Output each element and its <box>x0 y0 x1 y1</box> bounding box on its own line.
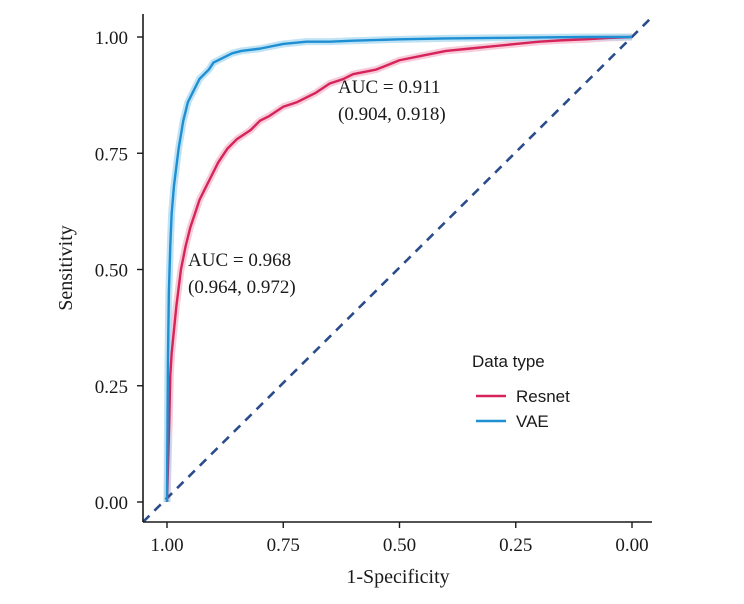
x-tick-label: 0.50 <box>383 535 416 556</box>
y-tick-label: 0.00 <box>95 493 128 514</box>
annotation-ci-vae: (0.964, 0.972) <box>188 277 296 298</box>
x-ticks: 1.00 0.75 0.50 0.25 0.00 <box>150 522 649 556</box>
annotation-ci-resnet: (0.904, 0.918) <box>338 104 446 125</box>
x-axis-title: 1-Specificity <box>346 566 449 588</box>
annotation-auc-resnet: AUC = 0.911 <box>338 77 440 98</box>
x-tick-label: 1.00 <box>150 535 183 556</box>
y-ticks: 0.00 0.25 0.50 0.75 1.00 <box>95 28 143 514</box>
y-tick-label: 1.00 <box>95 28 128 49</box>
legend-label-vae: VAE <box>516 412 549 431</box>
y-tick-label: 0.75 <box>95 144 128 165</box>
y-tick-label: 0.25 <box>95 377 128 398</box>
x-tick-label: 0.00 <box>615 535 648 556</box>
series-line-vae <box>165 35 632 503</box>
x-tick-label: 0.75 <box>267 535 300 556</box>
series-line-resnet <box>165 35 633 503</box>
legend: Data type Resnet VAE <box>472 352 570 431</box>
series-layer <box>165 35 633 503</box>
y-axis-title: Sensitivity <box>55 225 77 311</box>
annotation-auc-vae: AUC = 0.968 <box>188 250 291 271</box>
legend-label-resnet: Resnet <box>516 387 570 406</box>
x-tick-label: 0.25 <box>499 535 532 556</box>
legend-title: Data type <box>472 352 545 371</box>
reference-diagonal <box>142 16 653 523</box>
y-tick-label: 0.50 <box>95 261 128 282</box>
